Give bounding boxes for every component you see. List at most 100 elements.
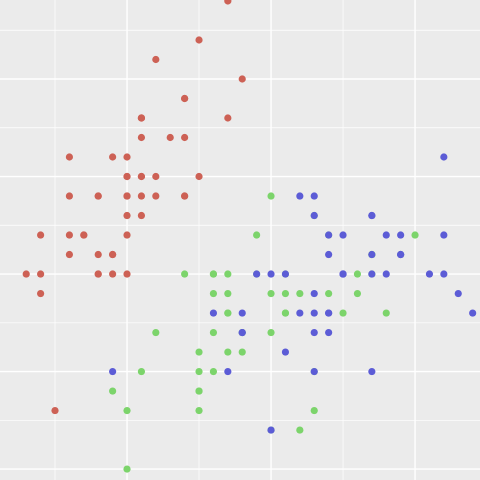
point: [123, 192, 131, 200]
point: [123, 465, 131, 473]
point: [325, 231, 333, 239]
point: [310, 406, 318, 415]
point: [65, 153, 74, 161]
point: [195, 36, 203, 44]
point: [238, 309, 246, 317]
point: [195, 406, 203, 415]
point: [310, 309, 318, 317]
point: [209, 309, 218, 317]
point: [253, 231, 261, 239]
point: [281, 348, 290, 356]
point: [224, 270, 232, 278]
point: [425, 270, 434, 278]
point: [195, 348, 203, 356]
point: [94, 192, 102, 200]
point: [310, 211, 318, 220]
point: [325, 250, 333, 259]
point: [382, 309, 390, 317]
point: [224, 348, 232, 356]
point: [152, 192, 160, 200]
point: [166, 133, 174, 142]
point: [440, 270, 448, 278]
point: [368, 270, 376, 278]
point: [209, 289, 218, 298]
point: [181, 270, 189, 278]
point: [238, 328, 246, 337]
point: [123, 406, 131, 415]
point: [267, 289, 275, 298]
point: [123, 172, 131, 181]
point: [65, 250, 74, 259]
point: [123, 211, 131, 220]
point: [152, 172, 160, 181]
point: [267, 270, 275, 278]
point: [368, 211, 376, 220]
point: [152, 328, 160, 337]
point: [310, 289, 318, 298]
point: [382, 231, 390, 239]
point: [224, 289, 232, 298]
point: [353, 270, 362, 278]
point: [469, 309, 477, 317]
point: [109, 367, 117, 376]
point: [281, 270, 290, 278]
point: [224, 114, 232, 122]
point: [137, 133, 146, 142]
point: [296, 426, 304, 434]
point: [339, 270, 347, 278]
point: [325, 328, 333, 337]
point: [123, 153, 131, 161]
point: [238, 75, 246, 83]
point: [195, 367, 203, 376]
point: [137, 114, 146, 122]
point: [94, 270, 102, 278]
point: [137, 367, 146, 376]
point: [195, 387, 203, 395]
point: [368, 250, 376, 259]
point: [397, 250, 405, 259]
point: [397, 231, 405, 239]
point: [267, 192, 275, 200]
point: [454, 289, 462, 298]
point: [296, 289, 304, 298]
point: [195, 172, 203, 181]
point: [65, 192, 74, 200]
point: [440, 231, 448, 239]
point: [37, 270, 45, 278]
point: [37, 231, 45, 239]
point: [267, 328, 275, 337]
point: [80, 231, 88, 239]
point: [181, 94, 189, 103]
point: [310, 367, 318, 376]
point: [137, 211, 146, 220]
point: [281, 289, 290, 298]
point: [267, 426, 275, 434]
point: [296, 192, 304, 200]
point: [65, 231, 74, 239]
point: [181, 133, 189, 142]
point: [411, 231, 419, 239]
point: [109, 270, 117, 278]
point: [224, 367, 232, 376]
point: [209, 270, 218, 278]
point: [137, 192, 146, 200]
point: [325, 289, 333, 298]
point: [137, 172, 146, 181]
point: [310, 328, 318, 337]
point: [339, 309, 347, 317]
point: [209, 367, 218, 376]
point: [368, 367, 376, 376]
point: [123, 231, 131, 239]
point: [51, 406, 59, 415]
point: [123, 270, 131, 278]
point: [310, 192, 318, 200]
point: [382, 270, 390, 278]
point: [339, 231, 347, 239]
point: [224, 0, 232, 5]
point: [325, 309, 333, 317]
point: [209, 328, 218, 337]
point: [152, 55, 160, 64]
point: [224, 309, 232, 317]
